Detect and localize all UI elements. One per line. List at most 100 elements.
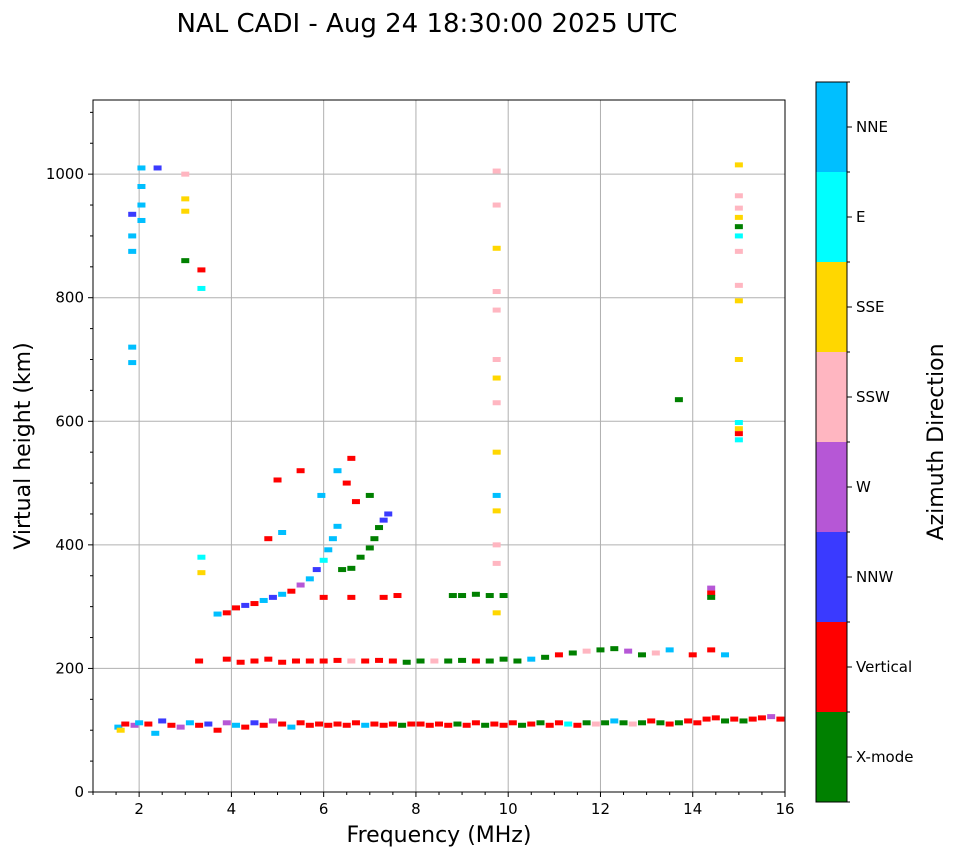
echo-point [181,208,190,214]
echo-point [707,590,716,596]
colorbar-segment [816,82,847,172]
echo-point [398,722,407,728]
echo-point [137,165,146,171]
echo-point [241,724,250,730]
echo-point [361,722,370,728]
echo-point [721,652,730,658]
echo-point [734,437,743,443]
echo-point [287,724,296,730]
echo-point [407,721,416,727]
echo-point [734,298,743,304]
echo-point [536,720,545,726]
echo-point [204,721,213,727]
colorbar-tick-label: NNW [856,568,893,586]
colorbar-tick-label: X-mode [856,748,913,766]
echo-point [379,722,388,728]
echo-point [492,400,501,406]
echo-point [430,658,439,664]
echo-point [492,202,501,208]
echo-point [319,557,328,563]
echo-point [684,718,693,724]
x-axis-label: Frequency (MHz) [347,823,532,848]
echo-point [492,560,501,566]
echo-point [287,588,296,594]
echo-point [734,214,743,220]
echo-point [195,722,204,728]
echo-point [315,721,324,727]
echo-point [734,248,743,254]
echo-point [702,716,711,722]
echo-point [656,720,665,726]
echo-point [347,594,356,600]
echo-point [730,716,739,722]
echo-point [370,721,379,727]
echo-point [268,718,277,724]
echo-point [153,165,162,171]
echo-point [264,536,273,542]
colorbar-segment [816,352,847,442]
y-tick-label: 200 [55,659,84,677]
echo-point [167,722,176,728]
echo-point [734,193,743,199]
echo-point [637,720,646,726]
grid-lines [93,100,786,793]
echo-point [707,585,716,591]
echo-point [197,570,206,576]
echo-point [273,477,282,483]
echo-point [351,499,360,505]
echo-point [402,659,411,665]
echo-point [492,375,501,381]
echo-point [130,722,139,728]
echo-point [444,658,453,664]
echo-point [651,650,660,656]
echo-point [342,722,351,728]
echo-point [278,530,287,535]
echo-point [610,646,619,652]
echo-point [351,720,360,726]
echo-point [222,720,231,726]
echo-point [610,718,619,724]
echo-point [181,258,190,264]
echo-point [416,658,425,664]
echo-point [647,718,656,724]
echo-point [471,658,480,664]
echo-point [711,715,720,721]
echo-point [490,721,499,727]
echo-point [232,722,241,728]
colorbar-segment [816,442,847,532]
echo-point [236,659,245,665]
echo-point [128,211,137,217]
echo-point [734,420,743,426]
echo-point [305,576,314,582]
echo-point [361,658,370,664]
echo-point [527,721,536,727]
echo-point [481,722,490,728]
echo-point [250,658,259,664]
echo-point [128,344,137,350]
echo-point [492,357,501,362]
echo-point [767,714,776,720]
echo-point [734,205,743,211]
colorbar-segment [816,532,847,622]
echo-point [499,593,508,599]
colorbar-tick-label: SSW [856,388,890,406]
colorbar-tick-label: NNE [856,118,888,136]
echo-point [485,593,494,599]
chart-title: NAL CADI - Aug 24 18:30:00 2025 UTC [177,9,678,39]
echo-point [527,656,536,662]
echo-point [278,659,287,665]
echo-point [232,605,241,611]
echo-point [365,492,374,498]
echo-point [305,658,314,664]
echo-point [375,657,384,663]
colorbar-tick-label: Vertical [856,658,912,676]
plot-frame [92,99,786,793]
echo-point [485,658,494,664]
echo-point [734,233,743,239]
echo-point [151,730,160,736]
echo-point [693,720,702,726]
y-tick-label: 400 [55,536,84,554]
echo-point [333,468,342,474]
x-tick-label: 16 [775,800,794,818]
